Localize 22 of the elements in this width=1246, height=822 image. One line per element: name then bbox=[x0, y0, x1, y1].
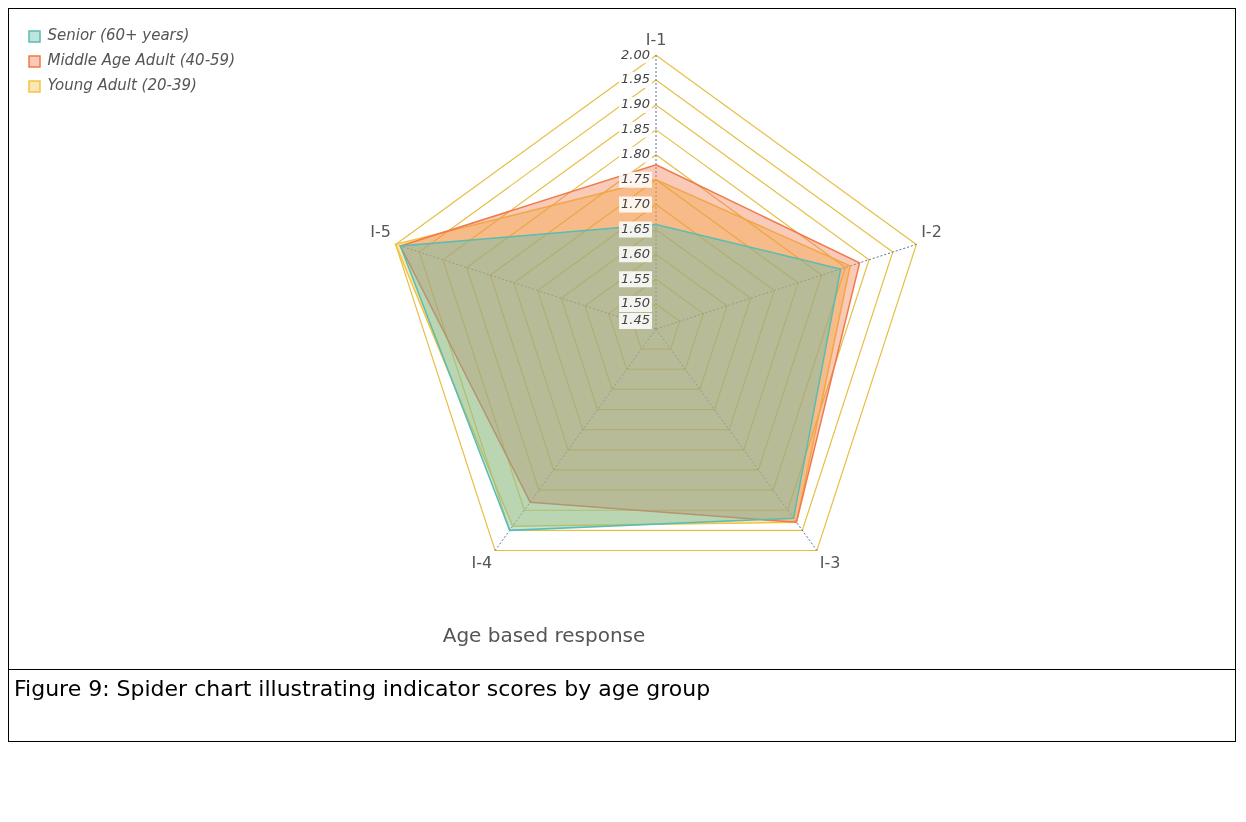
y-tick-label: 1.75 bbox=[621, 171, 650, 187]
y-tick-label: 1.55 bbox=[621, 270, 650, 286]
legend-label: Middle Age Adult (40-59) bbox=[47, 51, 235, 70]
caption: Figure 9: Spider chart illustrating indicator scores by age group bbox=[8, 670, 1236, 742]
y-tick-label: 1.90 bbox=[621, 96, 650, 112]
text: Age based response bbox=[442, 623, 646, 648]
legend-label: Senior (60+ years) bbox=[47, 26, 190, 45]
y-tick-label: 1.95 bbox=[621, 71, 650, 87]
legend-label: Young Adult (20-39) bbox=[47, 76, 197, 95]
spoke-label: I-2 bbox=[921, 222, 942, 242]
spoke-label: I-1 bbox=[645, 29, 667, 49]
y-tick-label: 2.00 bbox=[621, 46, 650, 62]
spoke-label: I-5 bbox=[370, 222, 391, 242]
spoke-label: I-3 bbox=[819, 553, 841, 573]
y-tick-label: 1.70 bbox=[621, 195, 650, 211]
y-tick-label: 1.45 bbox=[621, 312, 650, 328]
y-tick-label: 1.65 bbox=[621, 220, 650, 236]
y-tick-label: 1.80 bbox=[621, 146, 650, 162]
y-tick-label: 1.85 bbox=[621, 121, 650, 137]
y-tick-label: 1.60 bbox=[621, 245, 650, 261]
y-tick-label: 1.50 bbox=[621, 295, 650, 311]
spoke-label: I-4 bbox=[471, 553, 493, 573]
